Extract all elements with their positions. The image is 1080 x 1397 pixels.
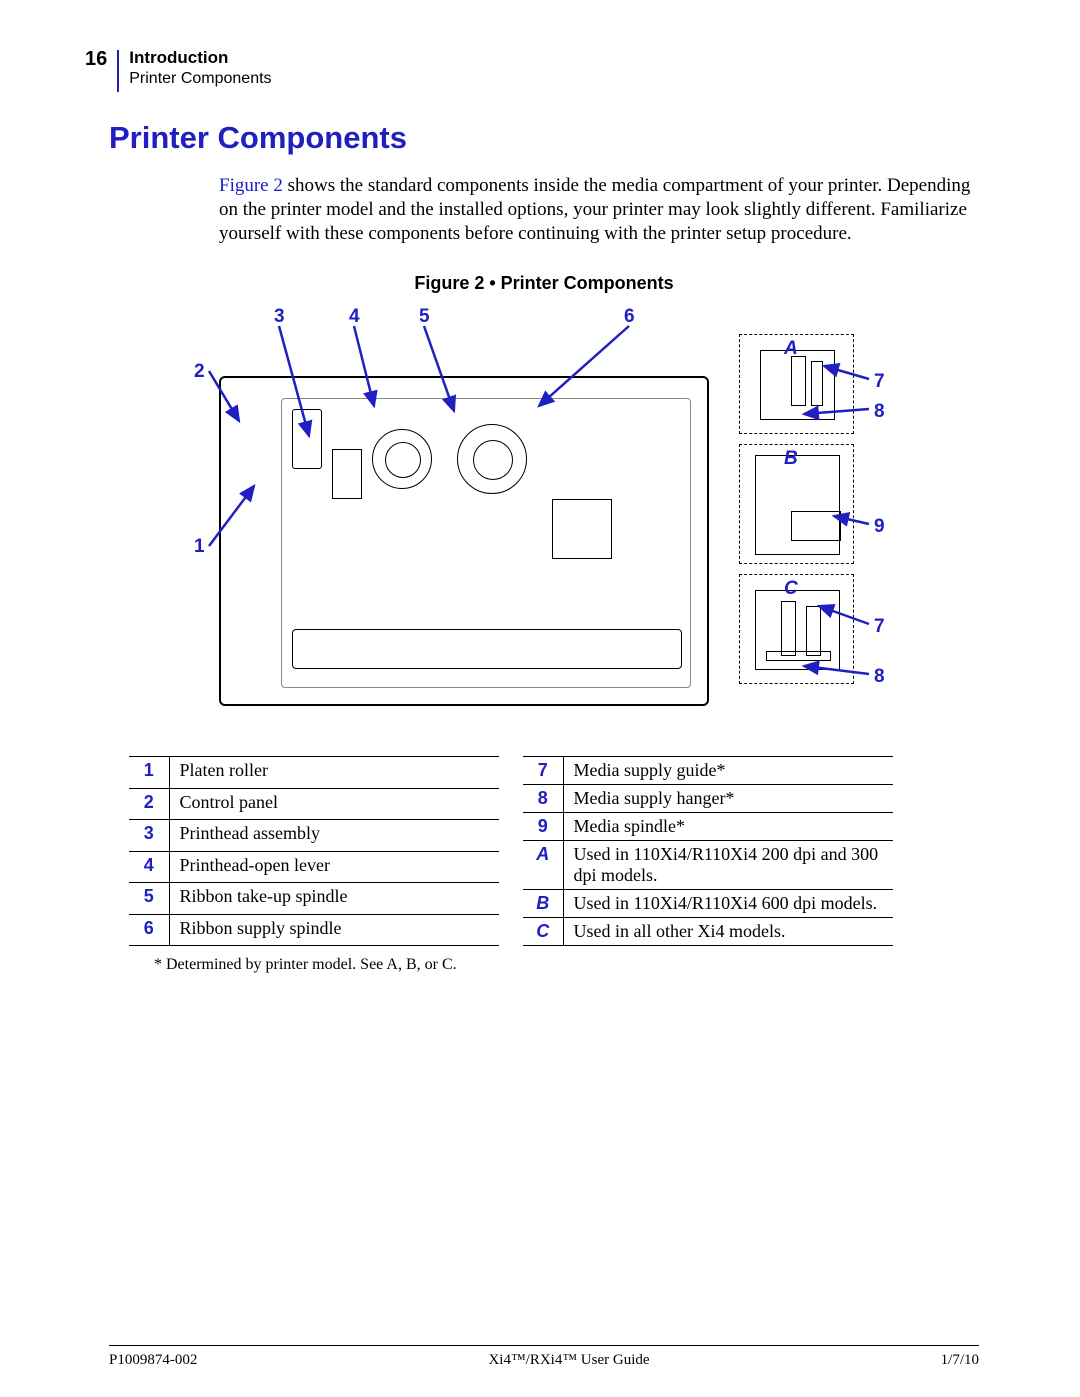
legend-row: 9Media spindle* [523, 813, 893, 841]
header-chapter: Introduction [129, 48, 271, 68]
control-panel-shape [292, 409, 322, 469]
legend-key: A [523, 841, 563, 890]
figure-caption: Figure 2 • Printer Components [109, 273, 979, 294]
callout-number: 7 [874, 616, 885, 638]
legend-row: BUsed in 110Xi4/R110Xi4 600 dpi models. [523, 890, 893, 918]
legend-value: Platen roller [169, 757, 499, 789]
callout-number: 9 [874, 516, 885, 538]
spindle-inner-1 [385, 442, 421, 478]
legend-row: 3Printhead assembly [129, 820, 499, 852]
legend-row: 4Printhead-open lever [129, 851, 499, 883]
header-divider [117, 50, 119, 92]
legend-table-right: 7Media supply guide*8Media supply hanger… [523, 756, 893, 946]
header-section: Printer Components [129, 70, 271, 88]
legend-row: 8Media supply hanger* [523, 785, 893, 813]
legend-value: Printhead assembly [169, 820, 499, 852]
legend-value: Used in all other Xi4 models. [563, 918, 893, 946]
intro-paragraph-text: shows the standard components inside the… [219, 175, 970, 244]
callout-number: 1 [194, 536, 205, 558]
printhead-shape [332, 449, 362, 499]
printer-compartment [281, 398, 691, 688]
callout-number: 8 [874, 401, 885, 423]
header-text-group: Introduction Printer Components [129, 48, 271, 88]
legend-row: AUsed in 110Xi4/R110Xi4 200 dpi and 300 … [523, 841, 893, 890]
spindle-b [791, 511, 841, 541]
callout-number: 8 [874, 666, 885, 688]
legend-value: Used in 110Xi4/R110Xi4 200 dpi and 300 d… [563, 841, 893, 890]
legend-key: 7 [523, 757, 563, 785]
footer-doc-number: P1009874-002 [109, 1352, 197, 1369]
legend-value: Printhead-open lever [169, 851, 499, 883]
legend-value: Control panel [169, 788, 499, 820]
legend-key: 2 [129, 788, 169, 820]
legend-value: Ribbon take-up spindle [169, 883, 499, 915]
legend-key: C [523, 918, 563, 946]
figure-reference-link[interactable]: Figure 2 [219, 175, 283, 196]
hanger-c1 [781, 601, 796, 656]
legend-key: 4 [129, 851, 169, 883]
legend-key: 5 [129, 883, 169, 915]
legend-table-left: 1Platen roller2Control panel3Printhead a… [129, 756, 499, 946]
callout-number: 2 [194, 361, 205, 383]
hanger-a [791, 356, 806, 406]
callout-number: 5 [419, 306, 430, 328]
printer-outline [219, 376, 709, 706]
legend-row: CUsed in all other Xi4 models. [523, 918, 893, 946]
legend-row: 7Media supply guide* [523, 757, 893, 785]
legend-key: B [523, 890, 563, 918]
page-content: Printer Components Figure 2 shows the st… [109, 120, 979, 974]
legend-row: 5Ribbon take-up spindle [129, 883, 499, 915]
legend-tables: 1Platen roller2Control panel3Printhead a… [129, 756, 979, 946]
page-footer: P1009874-002 Xi4™/RXi4™ User Guide 1/7/1… [109, 1345, 979, 1369]
running-header: 16 Introduction Printer Components [85, 48, 272, 92]
guide-a [811, 361, 823, 406]
legend-value: Media spindle* [563, 813, 893, 841]
legend-row: 6Ribbon supply spindle [129, 914, 499, 946]
legend-row: 2Control panel [129, 788, 499, 820]
callout-number: 4 [349, 306, 360, 328]
callout-number: 3 [274, 306, 285, 328]
spindle-inner-2 [473, 440, 513, 480]
legend-key: 1 [129, 757, 169, 789]
inset-a-content [760, 350, 835, 420]
inset-b-content [755, 455, 840, 555]
spindle-shape-2 [457, 424, 527, 494]
legend-value: Ribbon supply spindle [169, 914, 499, 946]
legend-key: 3 [129, 820, 169, 852]
spindle-shape-1 [372, 429, 432, 489]
base-c [766, 651, 831, 661]
callout-letter: C [784, 578, 798, 600]
footer-doc-title: Xi4™/RXi4™ User Guide [488, 1352, 649, 1369]
legend-value: Media supply guide* [563, 757, 893, 785]
legend-footnote: * Determined by printer model. See A, B,… [154, 956, 979, 974]
hanger-c2 [806, 606, 821, 656]
page-title: Printer Components [109, 120, 979, 156]
legend-row: 1Platen roller [129, 757, 499, 789]
legend-key: 6 [129, 914, 169, 946]
legend-key: 9 [523, 813, 563, 841]
figure-diagram: 3 4 5 6 2 1 7 8 9 7 8 A B C [194, 306, 894, 736]
legend-key: 8 [523, 785, 563, 813]
intro-paragraph: Figure 2 shows the standard components i… [219, 174, 979, 245]
callout-number: 7 [874, 371, 885, 393]
callout-letter: B [784, 448, 798, 470]
legend-value: Used in 110Xi4/R110Xi4 600 dpi models. [563, 890, 893, 918]
legend-value: Media supply hanger* [563, 785, 893, 813]
callout-number: 6 [624, 306, 635, 328]
footer-date: 1/7/10 [941, 1352, 979, 1369]
base-shape [292, 629, 682, 669]
callout-letter: A [784, 338, 798, 360]
media-guide-shape [552, 499, 612, 559]
page-number: 16 [85, 48, 107, 71]
inset-c-content [755, 590, 840, 670]
